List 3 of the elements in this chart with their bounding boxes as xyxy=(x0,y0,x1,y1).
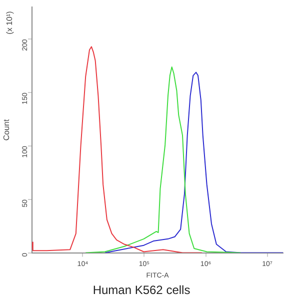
text: Human K562 cells xyxy=(92,283,190,298)
text: (x 10¹) xyxy=(5,10,14,34)
y-axis-title: Count xyxy=(2,118,12,141)
